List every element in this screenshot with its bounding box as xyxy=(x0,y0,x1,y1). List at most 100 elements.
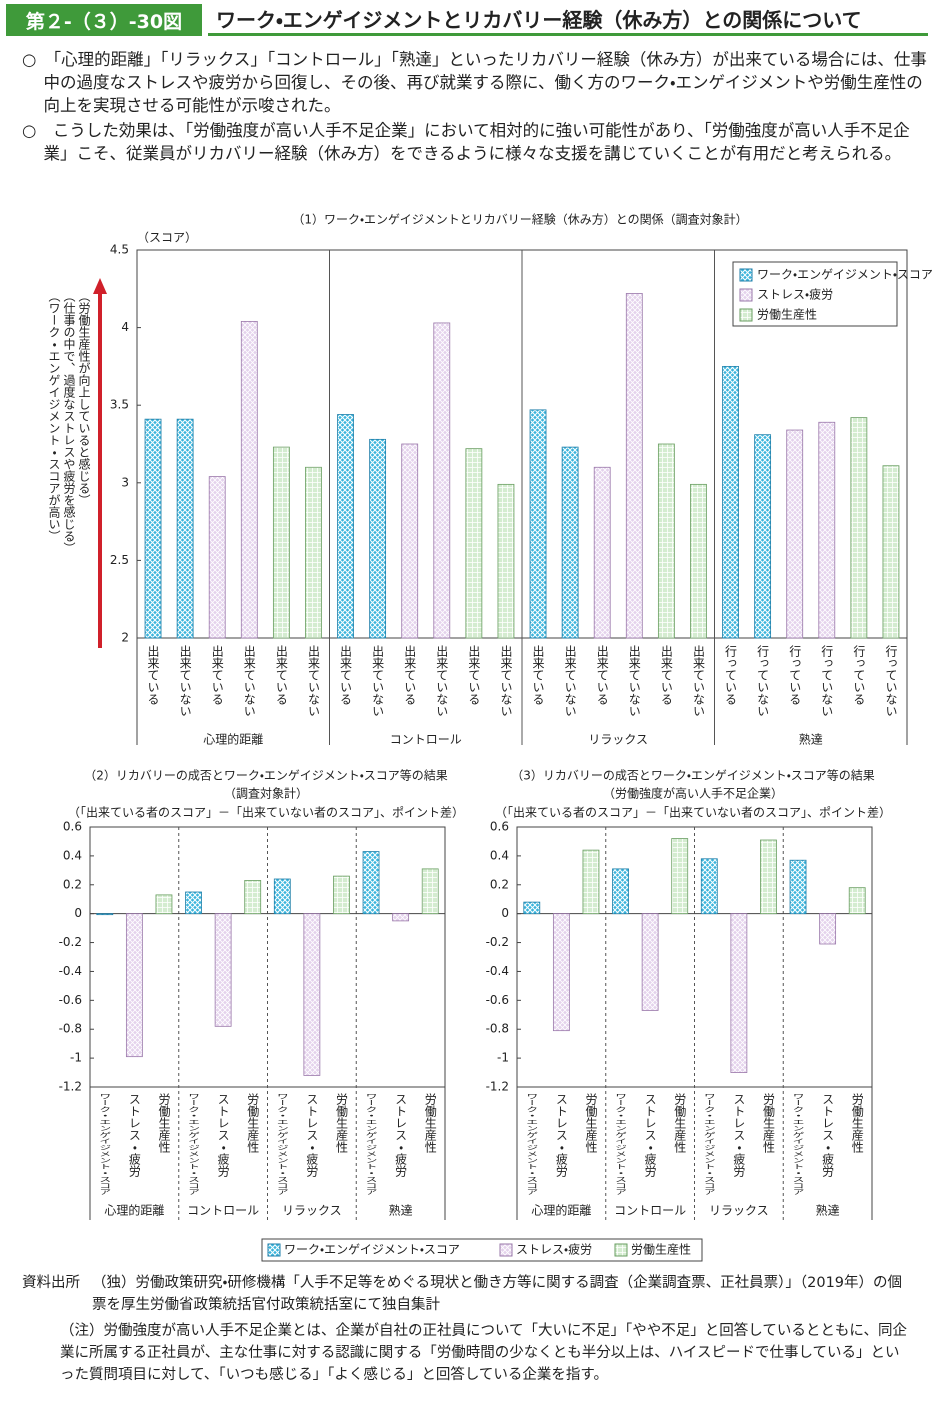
bar xyxy=(582,849,600,915)
bar xyxy=(552,913,570,1032)
y-tick-label: 0.4 xyxy=(490,848,509,862)
legend-swatch xyxy=(267,1243,281,1257)
bar xyxy=(240,320,258,639)
bar xyxy=(641,913,659,1011)
bar xyxy=(96,913,114,916)
bar xyxy=(433,322,451,639)
bar xyxy=(625,293,643,639)
x-tick-label: 出来ている xyxy=(659,645,673,705)
legend-label: ストレス・疲労 xyxy=(757,288,833,302)
x-tick-label: 労働生産性 xyxy=(850,1093,864,1154)
chart-subtitle: （調査対象計） xyxy=(224,786,308,801)
x-tick-label: ストレス・疲労 xyxy=(216,1093,230,1178)
x-tick-label: ワーク・エンゲイジメント・スコア xyxy=(614,1093,628,1195)
y-tick-label: 3 xyxy=(121,475,129,489)
side-arrow-head xyxy=(93,278,107,294)
chart-subtitle: （労働強度が高い人手不足企業） xyxy=(603,786,783,801)
bar xyxy=(125,913,143,1058)
y-tick-label: 0.6 xyxy=(63,820,82,834)
x-tick-label: 出来ていない xyxy=(371,645,385,717)
x-tick-label: 行っていない xyxy=(756,645,770,717)
chart-title: （3）リカバリーの成否とワーク・エンゲイジメント・スコア等の結果 xyxy=(511,769,875,783)
y-tick-label: -0.4 xyxy=(59,964,82,978)
y-tick-label: -0.6 xyxy=(59,993,82,1007)
x-tick-label: 出来ていない xyxy=(306,645,320,717)
bar xyxy=(730,913,748,1073)
x-tick-label: 出来ていない xyxy=(563,645,577,717)
x-tick-label: 出来ていない xyxy=(178,645,192,717)
bar xyxy=(850,417,868,639)
bar xyxy=(848,887,866,915)
y-tick-label: -0.6 xyxy=(486,993,509,1007)
y-tick-label: 0 xyxy=(74,906,82,920)
y-tick-label: 4 xyxy=(121,320,129,334)
x-tick-label: 行っている xyxy=(852,645,866,705)
x-tick-label: 行っていない xyxy=(884,645,898,717)
source-label: 資料出所 xyxy=(22,1275,80,1291)
y-tick-label: 0.2 xyxy=(63,877,82,891)
legend-swatch xyxy=(614,1243,628,1257)
y-tick-label: 0.6 xyxy=(490,820,509,834)
bar xyxy=(561,446,579,639)
x-tick-label: 出来ている xyxy=(210,645,224,705)
bar xyxy=(786,429,804,639)
bar xyxy=(303,913,321,1076)
legend-label: ワーク・エンゲイジメント・スコア xyxy=(757,268,933,282)
y-tick-label: 0.2 xyxy=(490,877,509,891)
group-label: 心理的距離 xyxy=(531,1203,591,1218)
bar xyxy=(272,446,290,639)
legend-box xyxy=(732,261,898,327)
side-note: （労働生産性が向上していると感じる） xyxy=(77,290,91,506)
bar xyxy=(401,443,419,639)
chart-note: （「出来ている者のスコア」－「出来ていない者のスコア」、ポイント差） xyxy=(495,806,891,820)
summary-bullet: ○ こうした効果は、「労働強度が高い人手不足企業」において相対的に強い可能性があ… xyxy=(22,121,910,163)
x-tick-label: 行っている xyxy=(788,645,802,705)
legend-label: ストレス・疲労 xyxy=(516,1243,592,1257)
bar xyxy=(144,418,162,639)
x-tick-label: 労働生産性 xyxy=(761,1093,775,1154)
legend-box xyxy=(261,1238,703,1262)
x-tick-label: 労働生産性 xyxy=(157,1093,171,1154)
bar xyxy=(754,434,772,639)
y-tick-label: -0.4 xyxy=(486,964,509,978)
chart-title: （1）ワーク・エンゲイジメントとリカバリー経験（休み方）との関係（調査対象計） xyxy=(292,212,747,227)
bar xyxy=(760,839,777,915)
side-note: （ワーク・エンゲイジメント・スコアが高い） xyxy=(47,290,61,542)
legend-swatch xyxy=(739,268,753,282)
x-tick-label: ワーク・エンゲイジメント・スコア xyxy=(525,1093,539,1195)
bar xyxy=(305,466,322,639)
legend-label: 労働生産性 xyxy=(631,1243,691,1257)
legend-swatch xyxy=(739,308,753,322)
bar xyxy=(882,465,900,639)
x-tick-label: ワーク・エンゲイジメント・スコア xyxy=(702,1093,716,1195)
x-tick-label: ストレス・疲労 xyxy=(127,1093,141,1178)
x-tick-label: ストレス・疲労 xyxy=(643,1093,657,1178)
figure-number: 第２-（３）-30図 xyxy=(6,4,202,36)
y-tick-label: -1 xyxy=(497,1051,509,1065)
group-label: コントロール xyxy=(390,733,462,747)
x-tick-label: 労働生産性 xyxy=(423,1093,437,1154)
x-tick-label: 出来ている xyxy=(274,645,288,705)
bar xyxy=(392,913,410,922)
x-tick-label: 出来ている xyxy=(339,645,353,705)
figure-title: ワーク・エンゲイジメントとリカバリー経験（休み方）との関係について xyxy=(208,4,928,36)
group-label: コントロール xyxy=(187,1204,259,1218)
group-label: コントロール xyxy=(614,1204,686,1218)
bar xyxy=(214,913,232,1027)
bar xyxy=(612,868,629,915)
y-tick-label: -0.2 xyxy=(59,935,82,949)
y-axis-label: （スコア） xyxy=(137,231,197,245)
bar xyxy=(722,365,739,639)
x-tick-label: 出来ている xyxy=(403,645,417,705)
bar xyxy=(523,901,541,915)
group-label: リラックス xyxy=(282,1204,342,1218)
y-tick-label: -1.2 xyxy=(59,1080,82,1094)
bar xyxy=(671,838,689,915)
x-tick-label: 出来ていない xyxy=(242,645,256,717)
x-tick-label: 出来ていない xyxy=(627,645,641,717)
bar xyxy=(208,476,226,639)
bar xyxy=(185,891,202,915)
group-label: リラックス xyxy=(588,733,648,747)
